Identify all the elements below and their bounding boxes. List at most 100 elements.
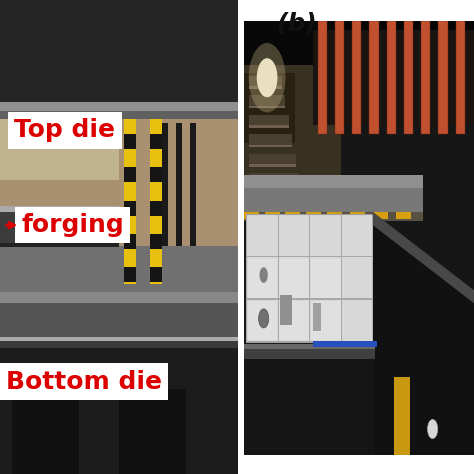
Bar (311, 301, 341, 340)
Bar (456, 21, 465, 134)
Bar (396, 182, 411, 219)
Bar (150, 167, 162, 182)
Bar (247, 259, 277, 298)
Bar (244, 186, 423, 212)
Bar (0, 0, 238, 104)
Bar (0, 292, 238, 303)
Bar (0, 339, 238, 474)
Bar (124, 104, 136, 284)
Bar (249, 134, 292, 147)
Bar (421, 21, 430, 134)
Bar (52, 104, 81, 199)
Bar (0, 114, 119, 180)
Bar (278, 214, 279, 342)
Bar (191, 123, 196, 265)
Bar (124, 268, 136, 284)
Bar (280, 294, 292, 325)
Bar (0, 100, 238, 114)
Bar (0, 301, 238, 339)
Bar (341, 214, 342, 342)
Bar (311, 259, 341, 298)
Bar (327, 182, 342, 219)
Bar (0, 206, 112, 211)
Bar (404, 21, 413, 134)
Bar (246, 340, 373, 342)
Bar (313, 303, 321, 331)
Bar (313, 30, 474, 126)
Bar (150, 135, 162, 152)
Bar (0, 243, 119, 247)
Bar (373, 182, 388, 219)
Bar (421, 21, 430, 134)
Bar (387, 21, 396, 134)
Bar (313, 340, 377, 347)
Bar (124, 267, 136, 282)
Bar (124, 134, 136, 149)
Bar (438, 21, 447, 134)
Bar (244, 21, 474, 73)
Text: Top die: Top die (14, 118, 115, 142)
Bar (318, 21, 327, 134)
Bar (150, 102, 162, 118)
Bar (150, 104, 162, 284)
Bar (249, 164, 296, 167)
Bar (0, 0, 238, 62)
Bar (124, 235, 136, 251)
Bar (404, 21, 413, 134)
Bar (352, 21, 361, 134)
Bar (124, 234, 136, 249)
Bar (249, 75, 282, 89)
Bar (279, 301, 309, 340)
Bar (0, 109, 52, 180)
Bar (124, 167, 136, 182)
Bar (244, 175, 423, 188)
Bar (246, 214, 373, 342)
Text: (b): (b) (276, 12, 317, 36)
Bar (387, 21, 396, 134)
Bar (0, 104, 238, 284)
Bar (244, 348, 375, 359)
Bar (265, 182, 280, 219)
Bar (318, 21, 327, 134)
Bar (0, 292, 238, 303)
Bar (0, 337, 238, 341)
Bar (249, 126, 289, 128)
Bar (150, 234, 162, 249)
Bar (150, 121, 162, 284)
Bar (285, 182, 301, 219)
Bar (0, 102, 238, 206)
Bar (306, 182, 321, 219)
Bar (124, 201, 136, 216)
Bar (0, 52, 238, 95)
Bar (162, 123, 168, 265)
Bar (249, 95, 285, 108)
Bar (244, 65, 341, 195)
Polygon shape (373, 212, 474, 455)
Bar (124, 135, 136, 152)
Circle shape (259, 309, 269, 328)
Bar (249, 86, 282, 89)
Bar (119, 389, 186, 474)
Bar (369, 21, 379, 134)
Bar (244, 73, 295, 143)
Bar (176, 123, 182, 265)
Bar (246, 255, 373, 257)
Bar (249, 106, 285, 108)
Bar (244, 351, 375, 455)
Bar (150, 168, 162, 185)
Bar (331, 21, 474, 100)
Text: Bottom die: Bottom die (6, 370, 162, 393)
Bar (0, 338, 238, 348)
Bar (150, 268, 162, 284)
Bar (249, 115, 289, 128)
Bar (150, 267, 162, 282)
Bar (12, 389, 79, 474)
Bar (0, 242, 112, 246)
Bar (246, 214, 373, 342)
Bar (124, 121, 136, 284)
Bar (150, 134, 162, 149)
Bar (335, 21, 344, 134)
Text: forging: forging (21, 213, 124, 237)
Bar (150, 201, 162, 218)
Circle shape (259, 267, 268, 283)
